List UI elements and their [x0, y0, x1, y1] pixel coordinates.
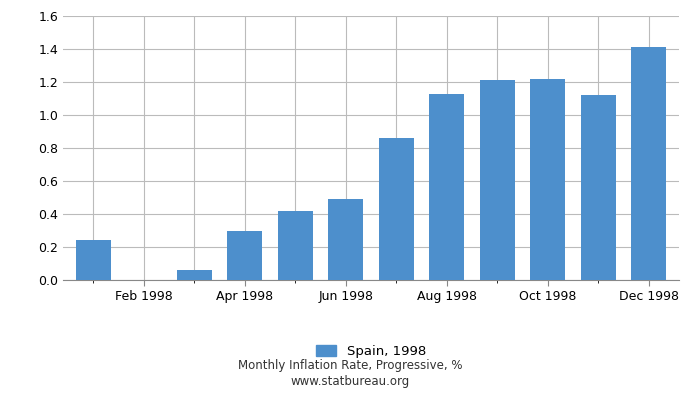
Bar [530, 79, 566, 280]
Bar [580, 95, 616, 280]
Bar [176, 270, 212, 280]
Bar [227, 230, 262, 280]
Bar [379, 138, 414, 280]
Text: Monthly Inflation Rate, Progressive, %: Monthly Inflation Rate, Progressive, % [238, 360, 462, 372]
Legend: Spain, 1998: Spain, 1998 [316, 345, 426, 358]
Text: www.statbureau.org: www.statbureau.org [290, 376, 410, 388]
Bar [429, 94, 464, 280]
Bar [631, 47, 666, 280]
Bar [328, 199, 363, 280]
Bar [480, 80, 515, 280]
Bar [126, 280, 162, 282]
Bar [76, 240, 111, 280]
Bar [278, 211, 313, 280]
